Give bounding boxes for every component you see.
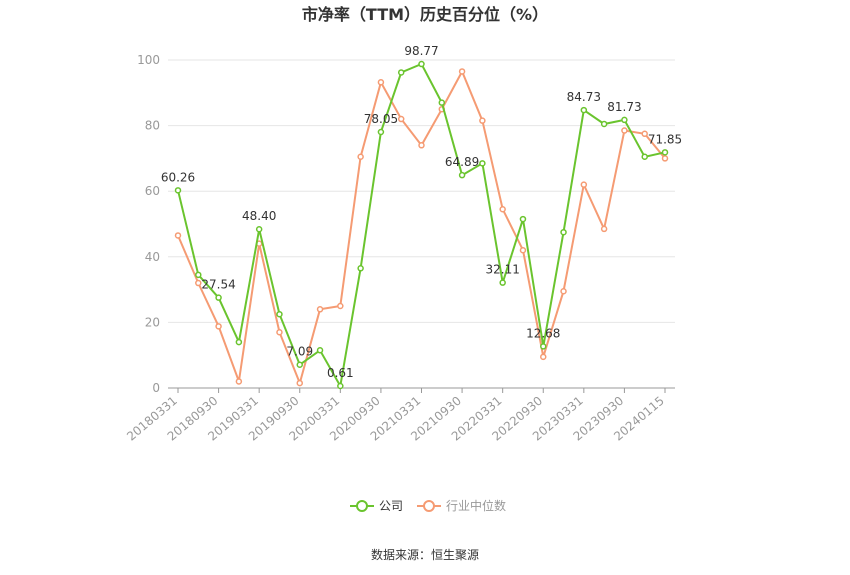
data-point-company[interactable] bbox=[255, 225, 263, 233]
legend-item-industry[interactable]: 行业中位数 bbox=[417, 498, 506, 513]
data-point-company[interactable] bbox=[621, 116, 628, 124]
grid-lines bbox=[168, 59, 675, 323]
data-point-industry[interactable] bbox=[580, 181, 588, 188]
data-point-industry[interactable] bbox=[215, 323, 222, 330]
data-label: 60.26 bbox=[161, 170, 195, 184]
data-label: 81.73 bbox=[607, 100, 641, 114]
data-point-industry[interactable] bbox=[621, 127, 628, 134]
data-point-industry[interactable] bbox=[600, 225, 608, 233]
data-point-company[interactable] bbox=[560, 228, 567, 236]
data-point-company[interactable] bbox=[580, 106, 588, 114]
series-line-company bbox=[177, 62, 666, 389]
data-point-company[interactable] bbox=[195, 271, 202, 279]
data-point-company[interactable] bbox=[316, 347, 324, 354]
data-point-industry[interactable] bbox=[397, 115, 405, 123]
data-point-industry[interactable] bbox=[174, 232, 182, 239]
data-point-industry[interactable] bbox=[316, 306, 324, 313]
y-tick-label: 20 bbox=[145, 315, 160, 329]
data-label: 0.61 bbox=[327, 366, 354, 380]
data-point-company[interactable] bbox=[438, 99, 446, 106]
data-point-company[interactable] bbox=[397, 69, 405, 76]
data-label: 71.85 bbox=[648, 132, 682, 146]
y-tick-label: 100 bbox=[137, 53, 160, 67]
data-point-industry[interactable] bbox=[195, 279, 202, 287]
data-point-industry[interactable] bbox=[458, 68, 466, 75]
data-point-industry[interactable] bbox=[499, 205, 506, 213]
data-point-industry[interactable] bbox=[540, 353, 547, 361]
data-point-company[interactable] bbox=[215, 294, 222, 301]
data-point-industry[interactable] bbox=[357, 153, 364, 161]
data-label: 98.77 bbox=[404, 44, 438, 58]
data-point-company[interactable] bbox=[377, 128, 385, 136]
data-point-company[interactable] bbox=[600, 120, 608, 128]
data-point-industry[interactable] bbox=[479, 117, 486, 124]
series-line-industry bbox=[177, 69, 666, 387]
data-point-industry[interactable] bbox=[296, 379, 303, 387]
data-point-company[interactable] bbox=[174, 187, 182, 194]
data-label: 78.05 bbox=[364, 112, 398, 126]
data-point-industry[interactable] bbox=[276, 328, 283, 336]
data-label: 48.40 bbox=[242, 209, 276, 223]
data-point-industry[interactable] bbox=[661, 155, 669, 162]
legend-swatch-marker bbox=[423, 500, 435, 512]
data-point-industry[interactable] bbox=[235, 378, 243, 385]
data-point-company[interactable] bbox=[661, 149, 669, 156]
y-tick-label: 80 bbox=[145, 119, 160, 133]
data-point-company[interactable] bbox=[519, 215, 527, 223]
legend-label: 行业中位数 bbox=[446, 498, 506, 513]
y-tick-label: 40 bbox=[145, 250, 160, 264]
data-point-company[interactable] bbox=[337, 382, 344, 390]
y-tick-label: 60 bbox=[145, 184, 160, 198]
x-axis: 2018033120180930201903312019093020200331… bbox=[124, 387, 675, 444]
data-point-industry[interactable] bbox=[519, 246, 527, 254]
chart-title: 市净率（TTM）历史百分位（%） bbox=[302, 5, 548, 24]
data-point-company[interactable] bbox=[479, 160, 486, 167]
data-label: 7.09 bbox=[286, 345, 313, 359]
data-point-industry[interactable] bbox=[560, 287, 567, 295]
data-point-company[interactable] bbox=[641, 153, 648, 161]
y-tick-label: 0 bbox=[152, 381, 160, 395]
data-label: 32.11 bbox=[485, 263, 519, 277]
data-point-company[interactable] bbox=[499, 279, 506, 286]
source-note: 数据来源：恒生聚源 bbox=[371, 547, 479, 562]
legend-label: 公司 bbox=[379, 499, 403, 513]
data-point-company[interactable] bbox=[235, 338, 243, 346]
data-label: 12.68 bbox=[526, 326, 560, 340]
data-point-company[interactable] bbox=[276, 310, 283, 318]
data-point-company[interactable] bbox=[540, 343, 547, 350]
legend[interactable]: 公司 行业中位数 bbox=[350, 498, 506, 513]
series-lines bbox=[174, 60, 669, 390]
data-point-company[interactable] bbox=[357, 265, 364, 272]
data-point-company[interactable] bbox=[458, 171, 466, 179]
data-point-company[interactable] bbox=[418, 60, 425, 68]
data-label: 84.73 bbox=[567, 90, 601, 104]
data-labels: 60.26 27.54 48.40 7.09 0.61 78.05 98.77 64.89 32… bbox=[161, 44, 682, 380]
legend-item-company[interactable]: 公司 bbox=[350, 499, 403, 513]
data-label: 27.54 bbox=[201, 278, 235, 292]
data-label: 64.89 bbox=[445, 155, 479, 169]
data-point-industry[interactable] bbox=[337, 302, 344, 310]
data-point-industry[interactable] bbox=[377, 79, 385, 86]
data-point-industry[interactable] bbox=[641, 130, 648, 138]
legend-swatch-marker bbox=[356, 500, 368, 512]
y-axis-ticks: 0 20 40 60 80 100 bbox=[137, 53, 160, 395]
data-point-industry[interactable] bbox=[418, 142, 425, 149]
data-point-company[interactable] bbox=[296, 361, 303, 368]
